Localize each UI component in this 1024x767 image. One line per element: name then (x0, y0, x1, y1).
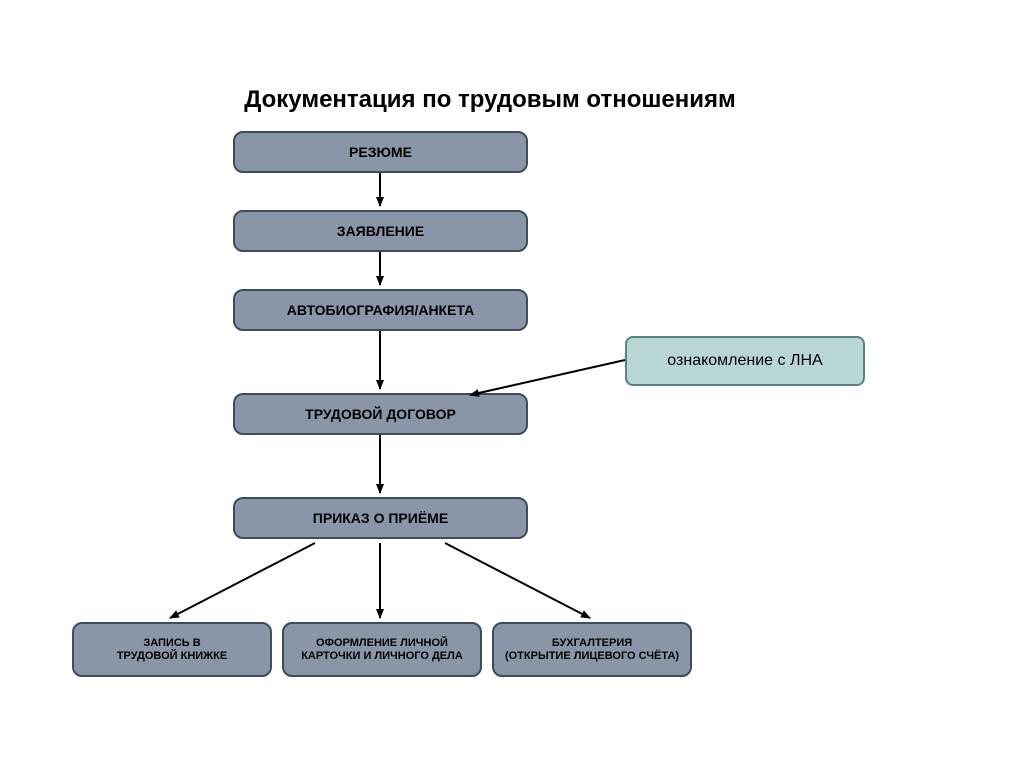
flow-node-n2: ЗАЯВЛЕНИЕ (233, 210, 528, 252)
flow-node-n4: ТРУДОВОЙ ДОГОВОР (233, 393, 528, 435)
flow-node-b1: ЗАПИСЬ В ТРУДОВОЙ КНИЖКЕ (72, 622, 272, 677)
diagram-canvas: Документация по трудовым отношениям РЕЗЮ… (0, 0, 1024, 767)
flow-node-b3: БУХГАЛТЕРИЯ (ОТКРЫТИЕ ЛИЦЕВОГО СЧЁТА) (492, 622, 692, 677)
flow-node-n5: ПРИКАЗ О ПРИЁМЕ (233, 497, 528, 539)
flow-node-n1: РЕЗЮМЕ (233, 131, 528, 173)
arrow-branch-0 (170, 543, 315, 618)
arrow-branch-2 (445, 543, 590, 618)
side-note-lna: ознакомление с ЛНА (625, 336, 865, 386)
flow-node-n3: АВТОБИОГРАФИЯ/АНКЕТА (233, 289, 528, 331)
arrow-side (470, 360, 625, 395)
diagram-title: Документация по трудовым отношениям (145, 86, 835, 116)
flow-node-b2: ОФОРМЛЕНИЕ ЛИЧНОЙ КАРТОЧКИ И ЛИЧНОГО ДЕЛ… (282, 622, 482, 677)
